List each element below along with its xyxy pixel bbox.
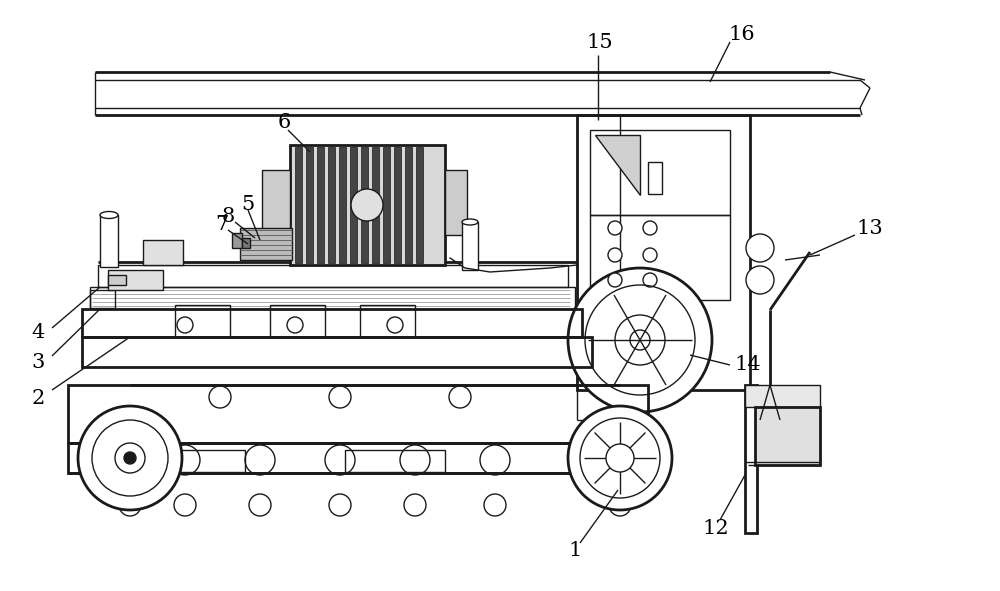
Bar [328,147,335,263]
Bar [68,443,648,473]
Circle shape [606,444,634,472]
Ellipse shape [462,219,478,225]
Bar [262,170,290,235]
Bar [240,228,292,260]
Bar [360,305,415,337]
Bar [98,265,568,287]
Bar [145,450,245,472]
Bar [755,407,820,465]
Text: 6: 6 [277,113,291,132]
Bar [462,222,478,270]
Bar [745,385,757,533]
Circle shape [643,248,657,262]
Bar [745,385,820,407]
Bar [82,337,592,367]
Text: 4: 4 [31,323,45,342]
Text: 3: 3 [31,352,45,372]
Text: 8: 8 [221,206,235,226]
Text: 13: 13 [857,219,883,238]
Bar [232,233,242,248]
Text: 15: 15 [587,33,613,51]
Text: 16: 16 [729,25,755,44]
Bar [405,147,412,263]
Circle shape [608,248,622,262]
Bar [350,147,357,263]
Text: 14: 14 [735,356,761,375]
Bar [175,305,230,337]
Circle shape [746,234,774,262]
Text: 12: 12 [703,518,729,537]
Bar [108,270,163,290]
Bar [100,215,118,267]
Ellipse shape [100,212,118,219]
Bar [290,145,445,265]
Circle shape [568,268,712,412]
Circle shape [746,266,774,294]
Bar [345,450,445,472]
Bar [416,147,423,263]
Circle shape [351,189,383,221]
Bar [68,385,648,443]
Text: 7: 7 [215,216,229,235]
Bar [590,215,730,300]
Bar [372,147,379,263]
Text: 5: 5 [241,194,255,213]
Bar [143,240,183,265]
Bar [295,147,302,263]
Bar [577,115,750,390]
Bar [317,147,324,263]
Text: 2: 2 [31,388,45,408]
Bar [339,147,346,263]
Circle shape [608,221,622,235]
Bar [108,275,126,285]
Circle shape [643,221,657,235]
Bar [82,309,582,337]
Circle shape [643,273,657,287]
Bar [445,170,467,235]
Circle shape [78,406,182,510]
Bar [306,147,313,263]
Bar [394,147,401,263]
Bar [361,147,368,263]
Circle shape [568,406,672,510]
Bar [270,305,325,337]
Circle shape [124,452,136,464]
Polygon shape [595,135,640,195]
Bar [383,147,390,263]
Bar [590,130,730,215]
Bar [90,290,115,308]
Circle shape [115,443,145,473]
Circle shape [608,273,622,287]
Text: 1: 1 [568,541,582,560]
Bar [90,287,575,309]
Bar [242,238,250,248]
Bar [648,162,662,194]
